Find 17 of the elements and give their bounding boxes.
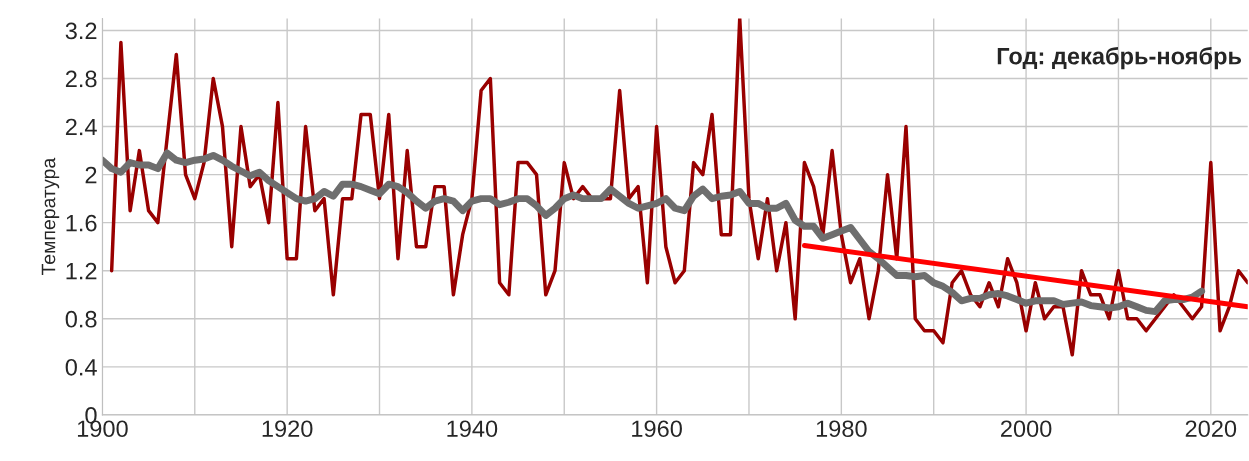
y-axis-title: Температура — [41, 157, 60, 276]
line-series — [109, 18, 1248, 357]
x-tick-label: 2000 — [1001, 420, 1052, 438]
y-tick-label: 2 — [85, 166, 97, 184]
y-tick-label: 1.2 — [66, 262, 97, 280]
y-tick-label: 3.2 — [65, 22, 97, 40]
y-tick-label: 2.8 — [65, 70, 97, 88]
x-tick-label: 1960 — [632, 420, 682, 438]
x-tick-label: 1980 — [816, 420, 867, 438]
y-tick-label: 0.4 — [65, 358, 97, 376]
x-tick-label: 1920 — [262, 420, 313, 438]
annotation: Год: декабрь-ноябрь — [997, 46, 1242, 70]
y-tick-label: 2.4 — [65, 118, 97, 136]
y-tick-label: 0.8 — [65, 310, 97, 328]
x-tick-label: 2020 — [1185, 420, 1237, 438]
y-tick-label: 1.6 — [66, 214, 97, 232]
x-tick-label: 1940 — [447, 420, 498, 438]
